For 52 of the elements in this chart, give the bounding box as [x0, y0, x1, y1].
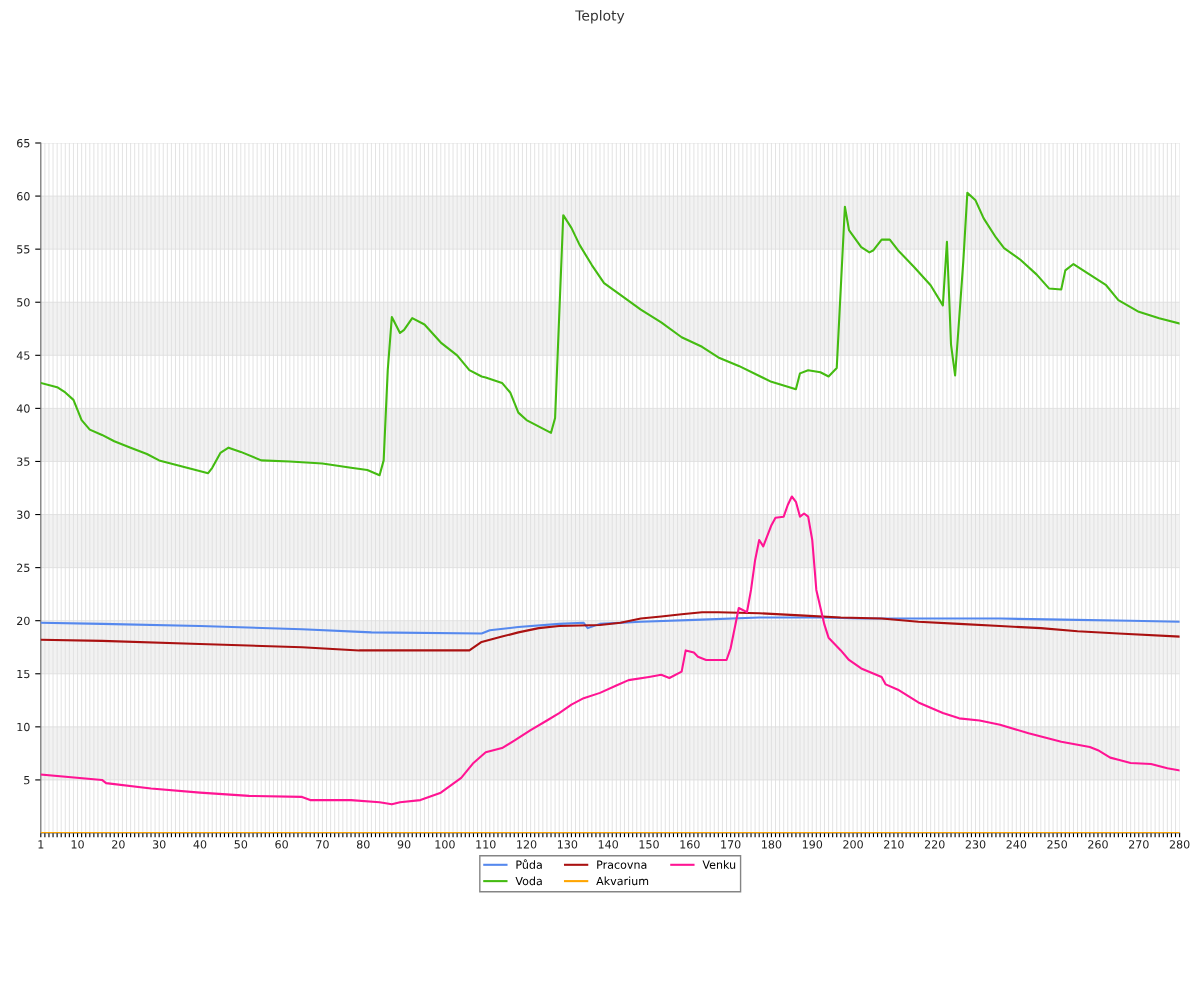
- line-series: [40, 611, 1180, 652]
- legend-label: Pracovna: [597, 860, 647, 869]
- x-tick-label: 250: [1047, 840, 1068, 849]
- line-series: [40, 495, 1180, 806]
- x-tick-label: 90: [397, 840, 411, 849]
- x-tick-label: 160: [680, 840, 700, 849]
- x-tick-label: 10: [71, 840, 84, 849]
- y-tick-label: 45: [16, 351, 30, 360]
- x-tick-label: 40: [193, 840, 207, 849]
- y-tick-label: 20: [17, 616, 30, 626]
- y-tick-label: 30: [17, 510, 30, 519]
- x-tick-label: 270: [1128, 840, 1149, 849]
- y-tick-label: 25: [17, 563, 30, 572]
- y-tick-label: 55: [17, 245, 30, 254]
- x-tick-label: 70: [316, 840, 329, 849]
- x-tick-label: 110: [476, 840, 496, 849]
- x-tick-label: 130: [557, 840, 578, 849]
- x-tick-label: 80: [356, 840, 370, 849]
- x-tick-label: 190: [802, 840, 823, 849]
- x-tick-label: 200: [843, 840, 863, 849]
- x-tick-label: 260: [1088, 840, 1108, 849]
- legend-label: Venku: [702, 860, 736, 869]
- legend-label: Akvarium: [596, 876, 649, 886]
- x-tick-label: 210: [884, 840, 904, 849]
- x-tick-label: 50: [234, 840, 248, 849]
- line-series: [40, 191, 1180, 477]
- y-tick-label: 50: [17, 298, 30, 307]
- x-tick-label: 60: [275, 840, 288, 849]
- x-tick-label: 220: [924, 840, 945, 849]
- x-tick-label: 1: [38, 840, 44, 849]
- line-series: [40, 616, 1180, 635]
- legend-label: Půda: [516, 859, 542, 869]
- x-tick-label: 140: [598, 840, 619, 849]
- legend-label: Voda: [515, 876, 542, 886]
- y-tick-label: 10: [17, 722, 30, 732]
- x-tick-label: 180: [762, 840, 782, 849]
- x-tick-label: 100: [435, 840, 455, 849]
- x-tick-label: 20: [112, 840, 125, 849]
- x-tick-label: 30: [152, 840, 166, 849]
- x-tick-label: 280: [1169, 840, 1190, 849]
- x-tick-label: 230: [965, 840, 986, 849]
- x-tick-label: 150: [639, 840, 659, 849]
- y-tick-label: 60: [17, 192, 30, 201]
- y-tick-label: 15: [17, 669, 30, 679]
- x-tick-label: 240: [1006, 840, 1027, 849]
- x-tick-label: 120: [517, 840, 537, 849]
- chart-title: Teploty: [575, 10, 625, 24]
- y-tick-label: 5: [24, 776, 30, 785]
- y-tick-label: 65: [17, 138, 30, 148]
- x-tick-label: 170: [721, 840, 741, 849]
- y-tick-label: 35: [17, 457, 30, 466]
- y-tick-label: 40: [16, 404, 30, 413]
